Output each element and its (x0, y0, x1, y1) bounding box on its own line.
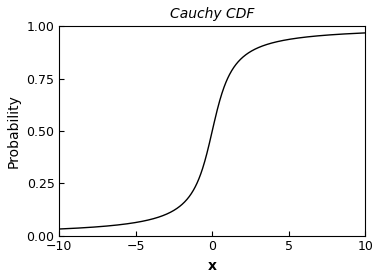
X-axis label: x: x (208, 259, 217, 273)
Title: Cauchy CDF: Cauchy CDF (170, 7, 255, 21)
Y-axis label: Probability: Probability (7, 94, 21, 168)
